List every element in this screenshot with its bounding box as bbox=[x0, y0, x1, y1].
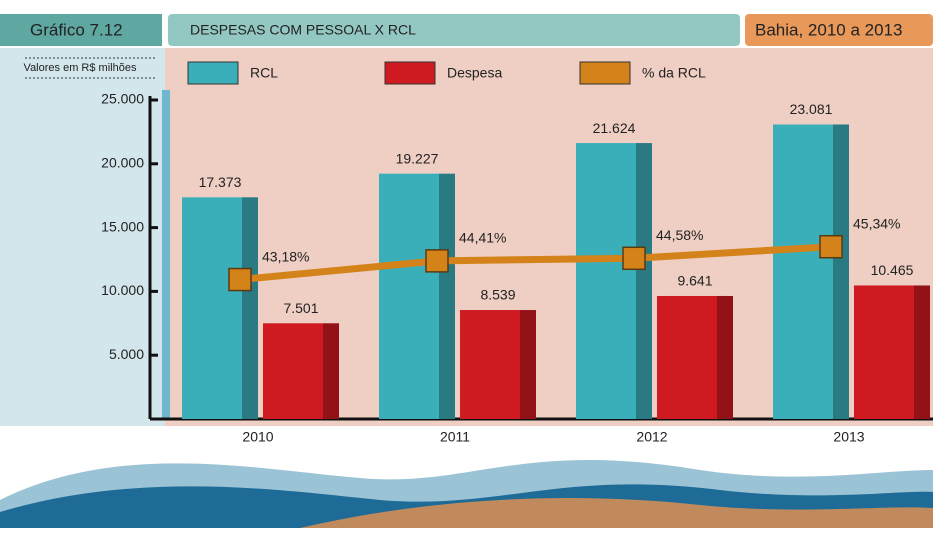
x-tick-label: 2013 bbox=[833, 429, 864, 445]
value-label: 45,34% bbox=[853, 215, 900, 231]
legend-swatch bbox=[188, 62, 238, 84]
y-tick-label: 15.000 bbox=[101, 218, 144, 234]
bar-side bbox=[914, 285, 930, 419]
bar-side bbox=[323, 323, 339, 419]
value-label: 10.465 bbox=[871, 262, 914, 278]
bar bbox=[657, 296, 717, 419]
bar bbox=[263, 323, 323, 419]
bar bbox=[773, 124, 833, 419]
value-label: 17.373 bbox=[199, 174, 242, 190]
legend-label: % da RCL bbox=[642, 65, 706, 81]
value-label: 23.081 bbox=[790, 101, 833, 117]
y-axis-label: Valores em R$ milhões bbox=[24, 62, 137, 74]
bar-side bbox=[520, 310, 536, 419]
chart: Gráfico 7.12 DESPESAS COM PESSOAL X RCL … bbox=[0, 0, 933, 528]
bar-side bbox=[439, 174, 455, 419]
bar bbox=[576, 143, 636, 419]
line-marker bbox=[623, 247, 645, 269]
bar-side bbox=[242, 197, 258, 419]
line-marker bbox=[426, 250, 448, 272]
y-tick-label: 10.000 bbox=[101, 282, 144, 298]
value-label: 21.624 bbox=[593, 120, 636, 136]
x-tick-label: 2010 bbox=[242, 429, 273, 445]
bar-side bbox=[717, 296, 733, 419]
y-tick-label: 5.000 bbox=[109, 346, 144, 362]
value-label: 19.227 bbox=[396, 150, 439, 166]
header-label: Gráfico 7.12 bbox=[30, 20, 123, 39]
value-label: 8.539 bbox=[480, 287, 515, 303]
value-label: 43,18% bbox=[262, 248, 309, 264]
legend-swatch bbox=[385, 62, 435, 84]
x-tick-label: 2011 bbox=[440, 429, 470, 445]
bar-side bbox=[833, 124, 849, 419]
line-marker bbox=[229, 269, 251, 291]
value-label: 9.641 bbox=[677, 273, 712, 289]
bar bbox=[854, 285, 914, 419]
x-tick-label: 2012 bbox=[636, 429, 667, 445]
bar-side bbox=[636, 143, 652, 419]
axis-strip bbox=[162, 90, 170, 420]
header-region: Bahia, 2010 a 2013 bbox=[755, 20, 902, 39]
y-tick-label: 20.000 bbox=[101, 155, 144, 171]
y-tick-label: 25.000 bbox=[101, 91, 144, 107]
bar bbox=[379, 174, 439, 419]
header-title: DESPESAS COM PESSOAL X RCL bbox=[190, 22, 416, 38]
value-label: 7.501 bbox=[283, 300, 318, 316]
legend-label: Despesa bbox=[447, 65, 502, 81]
value-label: 44,58% bbox=[656, 227, 703, 243]
legend-swatch bbox=[580, 62, 630, 84]
value-label: 44,41% bbox=[459, 230, 506, 246]
bar bbox=[460, 310, 520, 419]
bar bbox=[182, 197, 242, 419]
legend-label: RCL bbox=[250, 65, 278, 81]
line-marker bbox=[820, 236, 842, 258]
